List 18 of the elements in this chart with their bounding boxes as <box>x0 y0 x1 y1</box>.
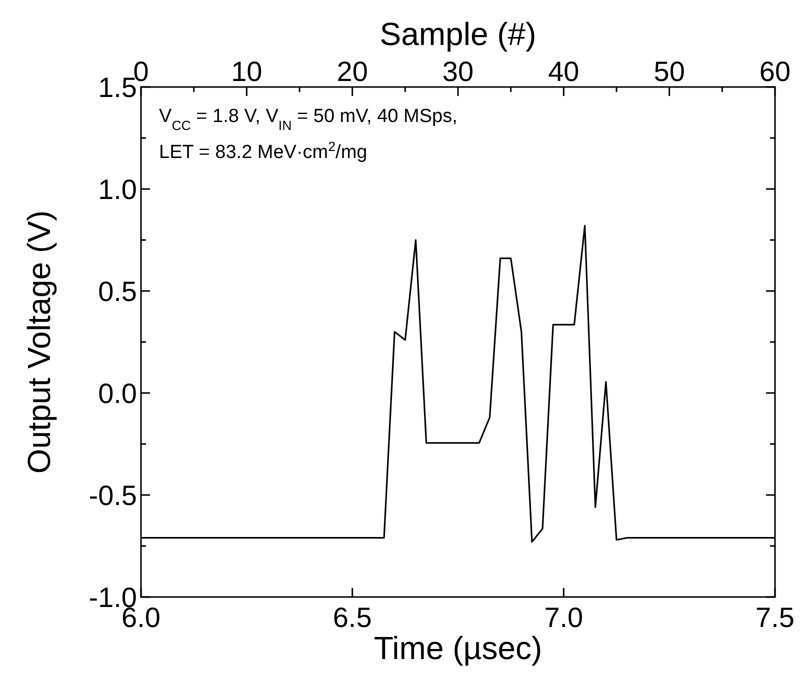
x-tick-label: 6.5 <box>332 602 372 633</box>
y-tick-label: 0.0 <box>98 378 137 409</box>
x-axis-title: Time (µsec) <box>374 630 542 666</box>
annotation: LET = 83.2 MeV·cm$^{2}$/mg <box>159 138 368 163</box>
x2-tick-label: 50 <box>654 56 685 87</box>
y-tick-label: 0.5 <box>98 276 137 307</box>
y-axis-title: Output Voltage (V) <box>21 210 57 474</box>
x2-tick-label: 10 <box>231 56 262 87</box>
x2-tick-label: 30 <box>442 56 474 87</box>
x2-tick-label: 60 <box>759 56 791 87</box>
y-tick-label: -0.5 <box>88 480 137 511</box>
x-tick-label: 7.0 <box>544 602 584 633</box>
y-tick-label: 1.0 <box>98 174 137 205</box>
annotation: V$_{CC}$ = 1.8 V, V$_{IN}$ = 50 mV, 40 MSps, <box>159 106 458 132</box>
x2-axis-title: Sample (#) <box>380 16 536 52</box>
x2-tick-label: 40 <box>548 56 580 87</box>
x2-tick-label: 20 <box>336 56 368 87</box>
x-tick-label: 7.5 <box>756 602 794 633</box>
